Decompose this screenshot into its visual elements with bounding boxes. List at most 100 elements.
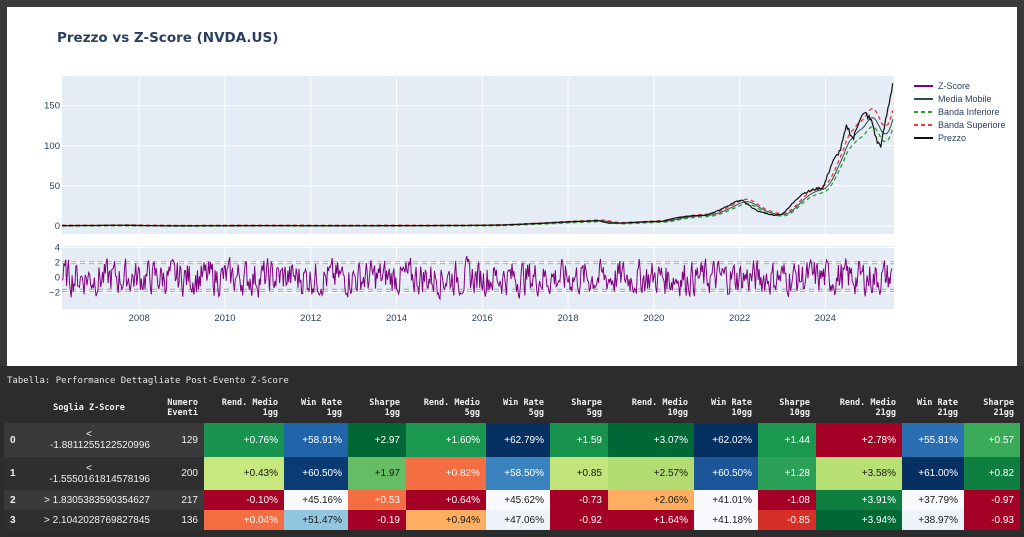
legend-entry: Prezzo [938,133,966,143]
metric-cell: +3.94% [816,510,902,530]
metric-cell: +58.91% [284,423,348,457]
legend-entry: Z-Score [938,81,970,91]
table-column-header: Sharpe 21gg [964,393,1020,423]
metric-cell: +51.47% [284,510,348,530]
metric-cell: +0.43% [204,457,284,490]
metric-cell: -0.92 [550,510,608,530]
table-column-header: Numero Eventi [156,393,204,423]
x-tick-label: 2010 [214,313,235,324]
metric-cell: +0.82 [964,457,1020,490]
metric-cell: +45.62% [486,490,550,510]
zscore-y-tick-label: −2 [49,288,60,299]
metric-cell: +41.01% [694,490,758,510]
metric-cell: +1.60% [406,423,486,457]
metric-cell: +62.79% [486,423,550,457]
metric-cell: +2.97 [348,423,406,457]
metric-cell: +58.50% [486,457,550,490]
table-column-header: Soglia Z-Score [26,393,156,423]
table-column-header: Win Rate 21gg [902,393,964,423]
metric-cell: +0.94% [406,510,486,530]
legend-entry: Banda Inferiore [938,107,1000,117]
metric-cell: -0.93 [964,510,1020,530]
metric-cell: -0.10% [204,490,284,510]
metric-cell: +47.06% [486,510,550,530]
table-column-header: Sharpe 5gg [550,393,608,423]
row-index: 2 [4,490,26,510]
metric-cell: +60.50% [284,457,348,490]
table-row: 3 > 2.1042028769827845 136 +0.04% +51.47% -0.… [4,510,1020,530]
x-tick-label: 2024 [815,313,836,324]
zscore-y-tick-label: 0 [55,273,60,284]
metric-cell: -0.97 [964,490,1020,510]
zscore-panel[interactable]: 4 2 0 −2 [49,243,894,310]
table-column-header: Rend. Medio 21gg [816,393,902,423]
x-tick-label: 2018 [557,313,578,324]
metric-cell: -0.73 [550,490,608,510]
price-y-tick-label: 50 [49,181,60,192]
table-caption: Tabella: Performance Dettagliate Post-Ev… [7,376,289,386]
x-tick-label: 2008 [129,313,150,324]
row-index: 3 [4,510,26,530]
metric-cell: +3.91% [816,490,902,510]
event-count-cell: 129 [156,423,204,457]
row-index: 1 [4,457,26,490]
chart-legend[interactable]: Z-Score Media Mobile Banda Inferiore Banda … [914,81,1006,143]
chart-title: Prezzo vs Z-Score (NVDA.US) [57,30,278,46]
table-row: 0 < -1.8811255122520996 129 +0.76% +58.91% +2.… [4,423,1020,457]
metric-cell: -1.08 [758,490,816,510]
metric-cell: +2.06% [608,490,694,510]
metric-cell: +60.50% [694,457,758,490]
table-column-header: Win Rate 10gg [694,393,758,423]
table-area: Tabella: Performance Dettagliate Post-Ev… [0,366,1024,537]
price-y-tick-label: 100 [44,141,60,152]
zscore-y-tick-label: 4 [55,243,60,254]
metric-cell: +61.00% [902,457,964,490]
metric-cell: +2.78% [816,423,902,457]
table-column-header: Rend. Medio 10gg [608,393,694,423]
threshold-operator: < [86,429,92,440]
plot-panel: Prezzo vs Z-Score (NVDA.US) 0 50 100 150 4 2… [7,7,1017,366]
price-plot-area [62,76,894,234]
legend-entry: Media Mobile [938,94,992,104]
metric-cell: -0.85 [758,510,816,530]
metric-cell: +38.97% [902,510,964,530]
table-header-row: Soglia Z-Score Numero Eventi Rend. Medio 1… [4,393,1020,423]
threshold-cell: > 2.1042028769827845 [26,510,156,530]
metric-cell: +0.04% [204,510,284,530]
performance-table: Soglia Z-Score Numero Eventi Rend. Medio 1… [4,393,1020,530]
table-column-header: Rend. Medio 5gg [406,393,486,423]
price-zscore-chart[interactable]: Prezzo vs Z-Score (NVDA.US) 0 50 100 150 4 2… [7,7,1017,366]
threshold-value: -1.8811255122520996 [50,440,150,451]
table-column-header: Sharpe 10gg [758,393,816,423]
metric-cell: +62.02% [694,423,758,457]
zscore-line [61,255,893,301]
x-tick-label: 2022 [729,313,750,324]
table-column-header: Rend. Medio 1gg [204,393,284,423]
threshold-cell: > 1.8305383590354627 [26,490,156,510]
price-y-tick-label: 150 [44,101,60,112]
window-top-bar [0,0,1024,7]
legend-entry: Banda Superiore [938,120,1006,130]
threshold-value: -1.5550161814578196 [49,473,150,485]
metric-cell: +2.57% [608,457,694,490]
metric-cell: +1.28 [758,457,816,490]
threshold-cell: < -1.5550161814578196 [26,457,156,490]
event-count-cell: 200 [156,457,204,490]
metric-cell: +1.97 [348,457,406,490]
price-y-tick-label: 0 [55,221,60,232]
table-column-header [4,393,26,423]
metric-cell: +3.58% [816,457,902,490]
metric-cell: +55.81% [902,423,964,457]
metric-cell: +41.18% [694,510,758,530]
metric-cell: +1.64% [608,510,694,530]
metric-cell: +1.44 [758,423,816,457]
threshold-operator: < [86,462,92,474]
metric-cell: +0.53 [348,490,406,510]
table-column-header: Sharpe 1gg [348,393,406,423]
x-tick-label: 2020 [643,313,664,324]
metric-cell: +3.07% [608,423,694,457]
metric-cell: +37.79% [902,490,964,510]
price-line [62,83,894,227]
price-panel[interactable]: 0 50 100 150 [44,76,894,234]
table-column-header: Win Rate 5gg [486,393,550,423]
